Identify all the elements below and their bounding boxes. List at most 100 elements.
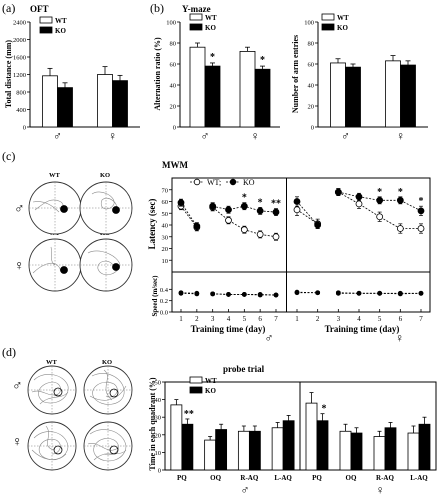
- thumb-c-male-wt-swim-path: [32, 201, 60, 213]
- oft-bar-wt: [42, 75, 58, 128]
- probe-bar-wt: [339, 430, 352, 471]
- sex-label-female-d: ♀: [12, 435, 23, 450]
- thumb-d-female-wt-swim-path: [45, 425, 55, 451]
- probe-category-label: OQ: [346, 474, 357, 482]
- ymaze_entries-tick-label: 0: [311, 125, 314, 132]
- probe-title: probe trial: [223, 364, 265, 374]
- mwm-x-tick-label: 6: [399, 315, 403, 323]
- thumb-c-male-wt-platform: [60, 205, 68, 213]
- probe-legend-ko-label: KO: [205, 387, 216, 395]
- mwm-latency-female-ko-point: [314, 221, 322, 229]
- mwm-sex-label-female: ♀: [395, 331, 404, 345]
- mwm-latency-male-wt-point: [272, 233, 280, 241]
- mwm-speed-tick-label: 0.2: [160, 298, 168, 305]
- ymaze_alt-legend-wt-swatch: [189, 13, 203, 21]
- ymaze_alt-tick-label: 100: [166, 20, 176, 27]
- thumb-d-male-ko-swim-path: [89, 385, 127, 401]
- oft-legend-ko-label: KO: [55, 27, 66, 35]
- probe-bar-ko: [282, 420, 295, 471]
- mwm-latency-male-ko-point: [209, 202, 217, 210]
- thumb-d-male-ko-platform: [109, 388, 119, 398]
- thumb-d-male-wt-swim-path: [39, 391, 69, 405]
- mwm-latency-tick-label: 10: [162, 258, 169, 265]
- ymaze_entries-category-label: ♀: [396, 129, 405, 143]
- mwm-latency-male-ko-point: [193, 222, 201, 230]
- probe-bar-wt: [237, 430, 250, 471]
- probe-bar-ko: [384, 427, 397, 471]
- mwm-legend-wt-marker: [193, 178, 201, 186]
- mwm-x-tick-label: 1: [179, 315, 183, 323]
- mwm-speed-male-ko-point: [257, 292, 263, 298]
- mwm-latency-tick-label: 70: [162, 187, 169, 194]
- ymaze_alt-significance-star: *: [210, 52, 215, 63]
- oft-tick-label: 2000: [13, 37, 26, 44]
- mwm-speed-female-ko-point: [418, 290, 424, 296]
- probe-category-label: L-AQ: [410, 474, 428, 482]
- mwm-latency-female-wt-point: [396, 225, 404, 232]
- probe-bar-ko: [215, 429, 228, 471]
- mwm-speed-female-ko-point: [315, 290, 321, 296]
- mwm-latency-tick-label: 60: [162, 199, 169, 206]
- ymaze-entries-ylabel: Number of arm entries: [291, 35, 300, 113]
- panel-label-c: (c): [2, 149, 15, 163]
- mwm-latency-ylabel: Latency (sec): [147, 199, 157, 250]
- ymaze_entries-tick-label: 100: [304, 20, 314, 27]
- mwm-speed-male-ko-point: [241, 292, 247, 297]
- probe-bar-ko: [248, 430, 261, 471]
- trajectory-thumbnails: [27, 181, 133, 471]
- probe-category-label: R-AQ: [376, 474, 394, 482]
- probe-category-label: OQ: [210, 474, 221, 482]
- thumb-d-ko-label: KO: [102, 359, 112, 366]
- ymaze_entries-bar-wt: [385, 60, 401, 128]
- thumb-c-female-ko-platform: [112, 263, 120, 271]
- mwm-latency-female-wt-point: [417, 225, 425, 232]
- mwm-speed-tick-label: 0.4: [160, 287, 169, 294]
- probe-category-label: L-AQ: [274, 474, 292, 482]
- mwm-speed-male-ko-point: [226, 292, 231, 297]
- mwm-latency-male-ko-point: [256, 207, 264, 215]
- mwm-latency-male-wt-point: [256, 230, 264, 238]
- sex-label-female-c: ♀: [14, 259, 25, 274]
- oft-bar-ko: [57, 87, 73, 128]
- probe-bar-wt: [373, 436, 386, 471]
- mwm-x-tick-label: 7: [419, 315, 423, 323]
- mwm-speed-female-ko-point: [377, 290, 383, 296]
- mwm-x-tick-label: 2: [195, 315, 199, 323]
- oft-tick-label: 2400: [13, 20, 26, 27]
- thumb-c-male-wt-pool: [28, 181, 82, 235]
- probe-tick-label: 0: [158, 468, 161, 475]
- mwm-x-tick-label: 6: [258, 315, 262, 323]
- ymaze_alt-significance-star: *: [260, 55, 265, 66]
- thumb-d-wt-label: WT: [46, 359, 58, 366]
- mwm-speed-male-ko-point: [273, 292, 279, 298]
- probe-category-label: PQ: [177, 474, 187, 482]
- probe-sex-label-0: ♂: [241, 483, 250, 497]
- thumb-d-female-wt-platform: [53, 445, 63, 455]
- mwm-x-tick-label: 1: [295, 315, 299, 323]
- ymaze-title: Y-maze: [182, 4, 211, 14]
- probe-significance-star: **: [184, 409, 194, 420]
- probe-tick-label: 20: [155, 432, 162, 439]
- mwm-latency-male-ko-line-day1-2: [180, 202, 198, 227]
- oft-tick-label: 1200: [13, 72, 26, 79]
- ymaze_entries-category-label: ♂: [341, 129, 350, 143]
- probe-bar-wt: [170, 404, 183, 471]
- mwm-latency-female-ko-line-day1-2: [296, 201, 318, 226]
- probe-bar-ko: [350, 432, 363, 471]
- mwm-latency-female-wt-point: [293, 206, 301, 214]
- thumb-d-male-wt-platform: [53, 387, 63, 397]
- ymaze_alt-tick-label: 0: [173, 125, 176, 132]
- probe-legend-ko-swatch: [189, 386, 203, 394]
- mwm-x-tick-label: 7: [274, 315, 278, 323]
- oft-legend-ko-swatch: [39, 26, 53, 34]
- mwm-latency-tick-label: 20: [162, 246, 169, 253]
- mwm-x-tick-label: 5: [378, 315, 382, 323]
- ymaze_alt-bar-ko: [204, 65, 221, 128]
- mwm-speed-male-ko-point: [178, 290, 184, 296]
- panel-label-d: (d): [2, 345, 16, 359]
- oft-tick-label: 400: [16, 107, 26, 114]
- mwm-latency-female-wt-line: [338, 191, 421, 229]
- thumb-c-female-wt-platform: [60, 266, 68, 274]
- mwm-significance-star: *: [242, 193, 247, 204]
